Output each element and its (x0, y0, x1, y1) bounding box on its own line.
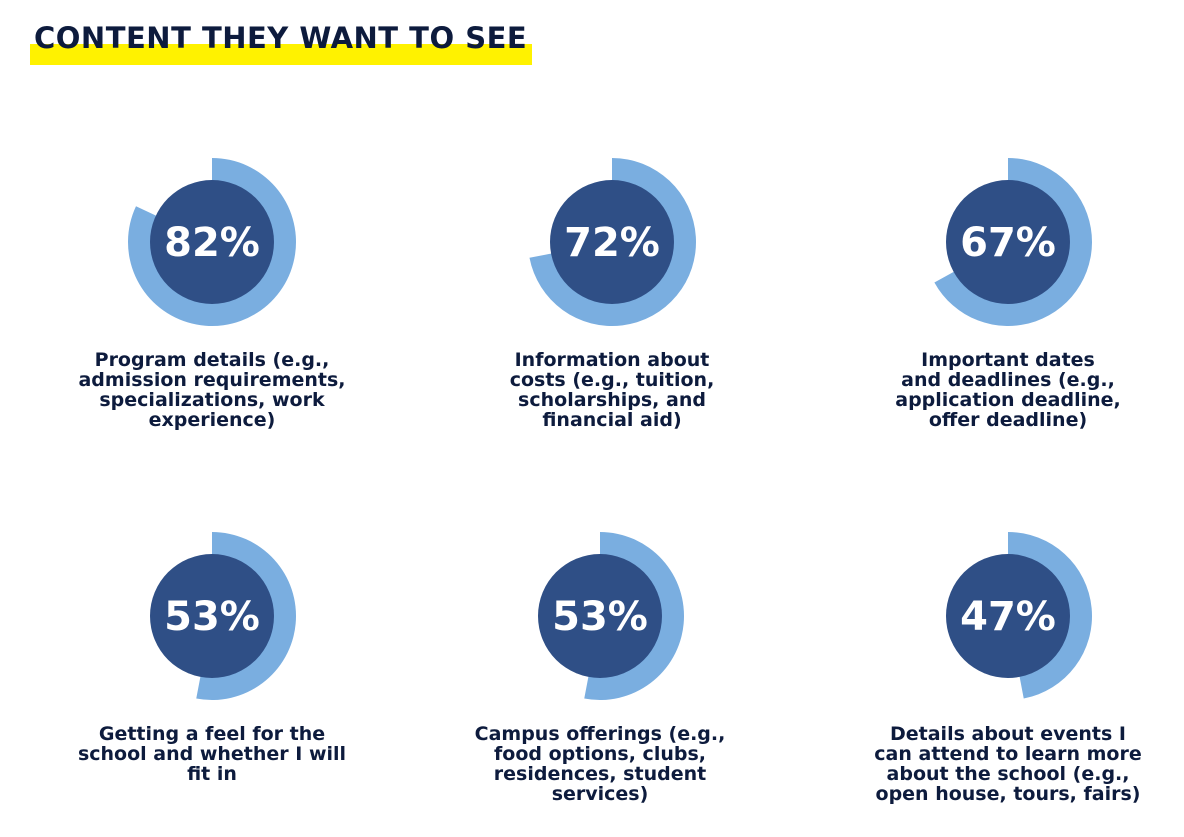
percent-arc (196, 532, 296, 700)
stat-item: 53% Campus offerings (e.g., food options,… (440, 530, 760, 804)
percent-arc (584, 532, 684, 700)
title-block: CONTENT THEY WANT TO SEE (28, 14, 532, 65)
donut-chart: 53% (150, 532, 296, 700)
percent-label: 67% (960, 220, 1056, 266)
percent-label: 82% (164, 220, 260, 266)
donut-chart: 53% (538, 532, 684, 700)
percent-label: 72% (564, 220, 660, 266)
donut-chart: 72% (529, 158, 696, 326)
inner-circle (946, 180, 1070, 304)
inner-circle (946, 554, 1070, 678)
percent-label: 53% (164, 594, 260, 640)
donut-chart: 67% (934, 158, 1092, 326)
inner-circle (150, 180, 274, 304)
stat-description: Details about events I can attend to lea… (874, 723, 1142, 805)
page-title: CONTENT THEY WANT TO SEE (34, 21, 528, 55)
stat-item: 82% Program details (e.g., admission requ… (52, 156, 372, 430)
inner-circle (538, 554, 662, 678)
donut-chart: 82% (128, 158, 296, 326)
inner-circle (550, 180, 674, 304)
stat-item: 53% Getting a feel for the school and whe… (52, 530, 372, 784)
stat-description: Campus offerings (e.g., food options, cl… (474, 723, 726, 805)
percent-label: 47% (960, 594, 1056, 640)
stat-description: Getting a feel for the school and whethe… (77, 723, 347, 785)
stat-item: 47% Details about events I can attend to … (848, 530, 1168, 804)
percent-label: 53% (552, 594, 648, 640)
stat-item: 67% Important dates and deadlines (e.g., … (848, 156, 1168, 430)
title-highlight (30, 44, 532, 65)
stat-description: Important dates and deadlines (e.g., app… (895, 349, 1121, 431)
donut-chart: 47% (946, 532, 1092, 699)
stat-description: Information about costs (e.g., tuition, … (509, 349, 715, 431)
inner-circle (150, 554, 274, 678)
stat-description: Program details (e.g., admission require… (78, 349, 346, 431)
stat-item: 72% Information about costs (e.g., tuitio… (452, 156, 772, 430)
percent-arc (1008, 532, 1092, 699)
